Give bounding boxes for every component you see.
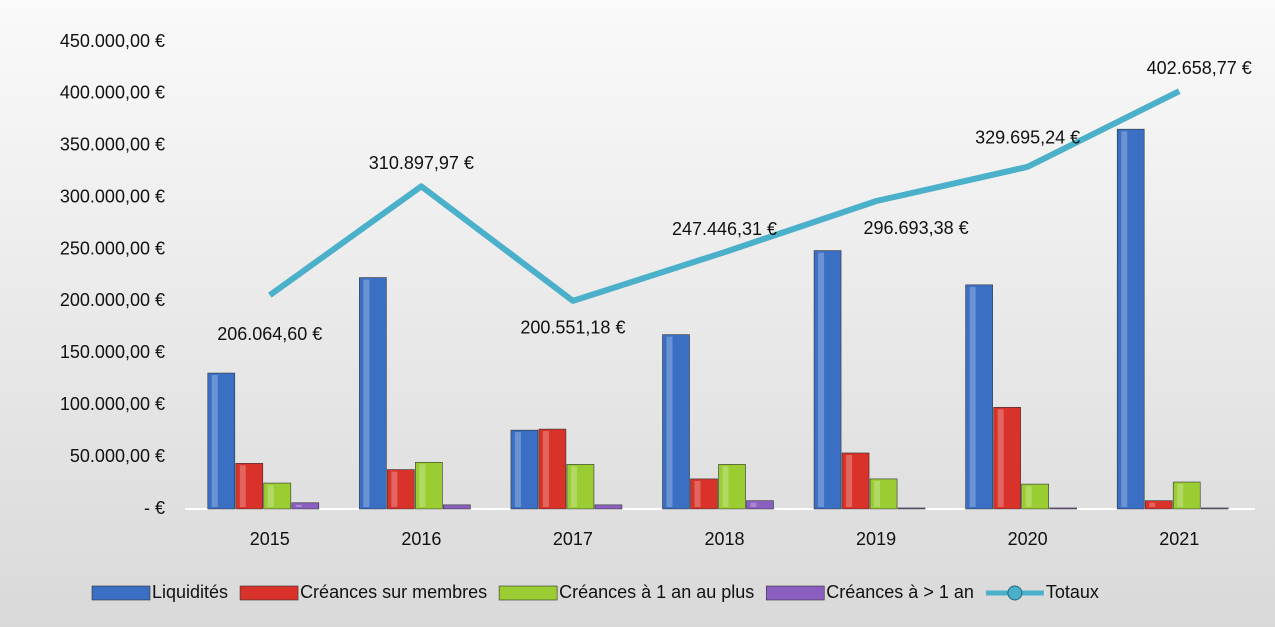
data-label: 310.897,97 € bbox=[369, 153, 474, 173]
y-tick-label: 200.000,00 € bbox=[60, 290, 165, 310]
bar bbox=[1116, 128, 1145, 510]
y-tick-label: 300.000,00 € bbox=[60, 186, 165, 206]
y-tick-label: 400.000,00 € bbox=[60, 83, 165, 103]
data-label: 402.658,77 € bbox=[1147, 58, 1252, 78]
bar bbox=[1049, 507, 1077, 510]
bar bbox=[510, 429, 539, 510]
legend-swatch bbox=[239, 585, 299, 601]
bar-shine bbox=[694, 480, 701, 507]
bar bbox=[869, 478, 898, 510]
bar-shine bbox=[1121, 131, 1128, 507]
bar-shine bbox=[542, 431, 549, 507]
bar bbox=[1200, 507, 1229, 510]
data-label: 206.064,60 € bbox=[217, 324, 322, 344]
x-tick-label: 2017 bbox=[553, 529, 593, 549]
line bbox=[268, 88, 1181, 304]
y-tick-label: 450.000,00 € bbox=[60, 31, 165, 51]
legend-label: Créances sur membres bbox=[300, 582, 487, 602]
bar-shine bbox=[874, 480, 881, 507]
bar bbox=[359, 277, 387, 510]
y-tick-label: 100.000,00 € bbox=[60, 394, 165, 414]
bar bbox=[415, 461, 443, 510]
legend-swatch bbox=[498, 585, 558, 601]
bar-shine bbox=[1177, 484, 1184, 507]
bar bbox=[594, 504, 623, 510]
bar-shine bbox=[570, 466, 577, 507]
y-tick-label: 350.000,00 € bbox=[60, 135, 165, 155]
bar bbox=[718, 464, 746, 510]
legend-label: Créances à > 1 an bbox=[826, 582, 974, 602]
bar bbox=[897, 507, 926, 510]
y-tick-label: 50.000,00 € bbox=[70, 446, 165, 466]
bar-shine bbox=[969, 286, 976, 507]
bar-shine bbox=[363, 279, 370, 507]
data-label: 329.695,24 € bbox=[975, 128, 1080, 148]
x-tick-label: 2020 bbox=[1008, 529, 1048, 549]
bar-shine bbox=[1025, 486, 1032, 507]
bar-shine bbox=[419, 464, 426, 507]
y-tick-label: - € bbox=[144, 498, 165, 518]
bar bbox=[993, 406, 1021, 510]
x-tick-label: 2015 bbox=[250, 529, 290, 549]
data-label: 296.693,38 € bbox=[864, 218, 969, 238]
legend-marker bbox=[1007, 585, 1023, 601]
bar-shine bbox=[846, 454, 853, 507]
bar-shine bbox=[267, 485, 274, 507]
y-tick-label: 150.000,00 € bbox=[60, 342, 165, 362]
bar bbox=[443, 504, 471, 510]
bar bbox=[207, 372, 236, 510]
bar bbox=[1021, 483, 1049, 510]
bar-shine bbox=[239, 465, 246, 507]
legend-swatch bbox=[91, 585, 151, 601]
y-tick-label: 250.000,00 € bbox=[60, 238, 165, 258]
bar bbox=[690, 478, 718, 510]
x-tick-label: 2021 bbox=[1159, 529, 1199, 549]
data-label: 247.446,31 € bbox=[672, 219, 777, 239]
bar bbox=[263, 482, 292, 510]
bar bbox=[291, 502, 320, 510]
x-tick-label: 2019 bbox=[856, 529, 896, 549]
bar-shine bbox=[295, 504, 302, 507]
bar-shine bbox=[997, 409, 1004, 507]
bar-shine bbox=[750, 502, 757, 507]
legend-label: Liquidités bbox=[152, 582, 228, 602]
bar bbox=[1144, 500, 1173, 510]
bar bbox=[538, 428, 567, 510]
bar-shine bbox=[1149, 502, 1156, 507]
bar bbox=[965, 284, 993, 510]
bar bbox=[235, 463, 264, 510]
bar bbox=[387, 469, 415, 510]
bar bbox=[841, 452, 870, 510]
bar-shine bbox=[391, 471, 398, 507]
x-tick-label: 2016 bbox=[401, 529, 441, 549]
legend-label: Totaux bbox=[1046, 582, 1099, 602]
x-tick-label: 2018 bbox=[704, 529, 744, 549]
data-label: 200.551,18 € bbox=[520, 318, 625, 338]
bar-shine bbox=[514, 432, 521, 507]
bar bbox=[813, 250, 842, 510]
bar-shine bbox=[211, 375, 218, 507]
bar-shine bbox=[818, 252, 825, 507]
bar bbox=[1172, 481, 1201, 510]
bar bbox=[746, 500, 774, 510]
bar bbox=[566, 464, 595, 510]
legend-label: Créances à 1 an au plus bbox=[559, 582, 754, 602]
bar-shine bbox=[666, 336, 673, 507]
bar bbox=[662, 334, 690, 510]
bar-shine bbox=[722, 466, 729, 507]
legend-swatch bbox=[765, 585, 825, 601]
